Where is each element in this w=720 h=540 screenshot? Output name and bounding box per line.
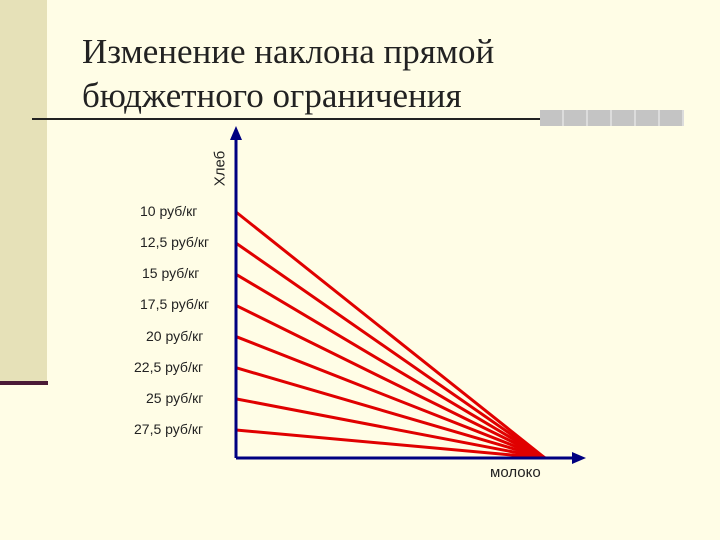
price-label-7: 25 руб/кг bbox=[146, 389, 204, 406]
budget-line-8 bbox=[235, 428, 546, 460]
price-label-1: 10 руб/кг bbox=[140, 203, 198, 219]
budget-line-2 bbox=[235, 241, 546, 460]
budget-line-3 bbox=[235, 272, 546, 460]
x-axis-arrow bbox=[572, 452, 586, 464]
price-label-6: 22,5 руб/кг bbox=[134, 358, 204, 375]
price-label-3: 15 руб/кг bbox=[142, 265, 200, 282]
budget-line-5 bbox=[235, 335, 546, 460]
price-label-8: 27,5 руб/кг bbox=[134, 421, 204, 437]
slide-title: Изменение наклона прямой бюджетного огра… bbox=[82, 30, 494, 118]
title-line-1: Изменение наклона прямой bbox=[82, 32, 495, 71]
budget-lines-group bbox=[235, 210, 546, 460]
left-decor-bar bbox=[0, 0, 47, 383]
title-line-2: бюджетного ограничения bbox=[82, 76, 462, 115]
y-axis-arrow bbox=[230, 126, 242, 140]
price-label-2: 12,5 руб/кг bbox=[140, 234, 210, 251]
budget-line-6 bbox=[235, 366, 546, 460]
x-axis-label: молоко bbox=[490, 464, 541, 481]
price-label-4: 17,5 руб/кг bbox=[140, 296, 210, 313]
budget-line-7 bbox=[235, 397, 546, 460]
title-rule-block bbox=[540, 110, 684, 126]
y-axis-label: Хлеб bbox=[211, 150, 229, 187]
budget-line-1 bbox=[235, 210, 546, 460]
budget-line-4 bbox=[235, 304, 546, 460]
left-decor-line bbox=[0, 381, 48, 385]
title-rule bbox=[32, 118, 684, 120]
price-label-5: 20 руб/кг bbox=[146, 327, 204, 344]
